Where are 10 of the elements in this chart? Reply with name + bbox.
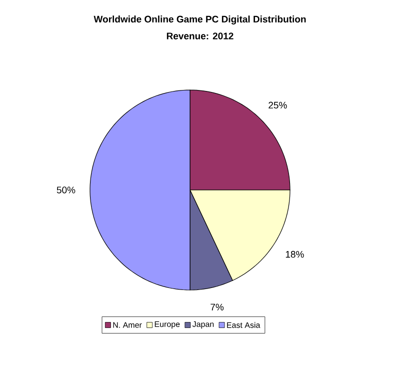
data-label: 18% xyxy=(286,250,304,258)
chart-subtitle: Revenue: 2012 xyxy=(166,32,234,40)
data-label: 7% xyxy=(210,304,224,310)
data-label: 25% xyxy=(268,102,287,109)
data-label: 50% xyxy=(56,186,76,194)
legend-label: Europe xyxy=(154,321,180,329)
legend-label: N. Amer xyxy=(113,322,142,328)
legend-label: Japan xyxy=(192,321,214,329)
chart-title: Worldwide Online Game PC Digital Distribution xyxy=(94,16,306,24)
legend-label: East Asia xyxy=(227,322,260,328)
